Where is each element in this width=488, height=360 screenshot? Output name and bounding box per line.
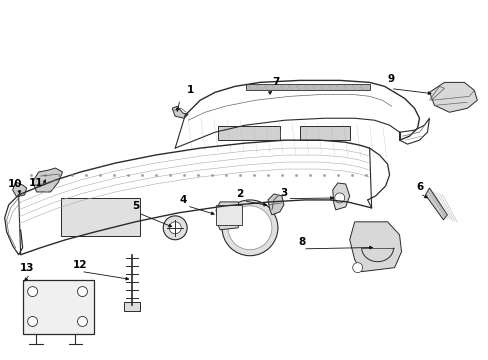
- Text: 3: 3: [279, 188, 286, 198]
- Circle shape: [77, 287, 87, 297]
- Circle shape: [27, 316, 38, 327]
- Circle shape: [352, 263, 362, 273]
- FancyBboxPatch shape: [124, 302, 140, 311]
- Polygon shape: [172, 106, 188, 118]
- Text: 7: 7: [272, 77, 279, 87]
- Polygon shape: [33, 168, 62, 192]
- Circle shape: [222, 200, 277, 256]
- Text: 2: 2: [236, 189, 243, 199]
- Circle shape: [227, 206, 271, 250]
- FancyBboxPatch shape: [61, 198, 140, 236]
- Circle shape: [163, 216, 187, 240]
- FancyBboxPatch shape: [299, 126, 349, 140]
- Polygon shape: [349, 222, 401, 272]
- Text: 5: 5: [132, 201, 140, 211]
- FancyBboxPatch shape: [22, 280, 94, 334]
- Text: 13: 13: [20, 263, 35, 273]
- Text: 9: 9: [386, 74, 393, 84]
- Text: 10: 10: [8, 179, 22, 189]
- Polygon shape: [245, 84, 369, 90]
- Text: 8: 8: [298, 237, 305, 247]
- Polygon shape: [267, 194, 284, 215]
- Text: 12: 12: [72, 260, 87, 270]
- Text: 4: 4: [180, 195, 187, 205]
- Text: 6: 6: [416, 182, 423, 192]
- FancyBboxPatch shape: [216, 205, 242, 225]
- Text: 11: 11: [28, 178, 43, 188]
- Polygon shape: [425, 188, 447, 220]
- Circle shape: [169, 222, 181, 234]
- Polygon shape: [13, 182, 26, 197]
- Circle shape: [334, 193, 344, 203]
- Circle shape: [77, 316, 87, 327]
- Polygon shape: [216, 202, 242, 230]
- Circle shape: [27, 287, 38, 297]
- Polygon shape: [428, 82, 476, 112]
- FancyBboxPatch shape: [218, 126, 279, 140]
- Text: 1: 1: [187, 85, 194, 95]
- Polygon shape: [332, 183, 349, 210]
